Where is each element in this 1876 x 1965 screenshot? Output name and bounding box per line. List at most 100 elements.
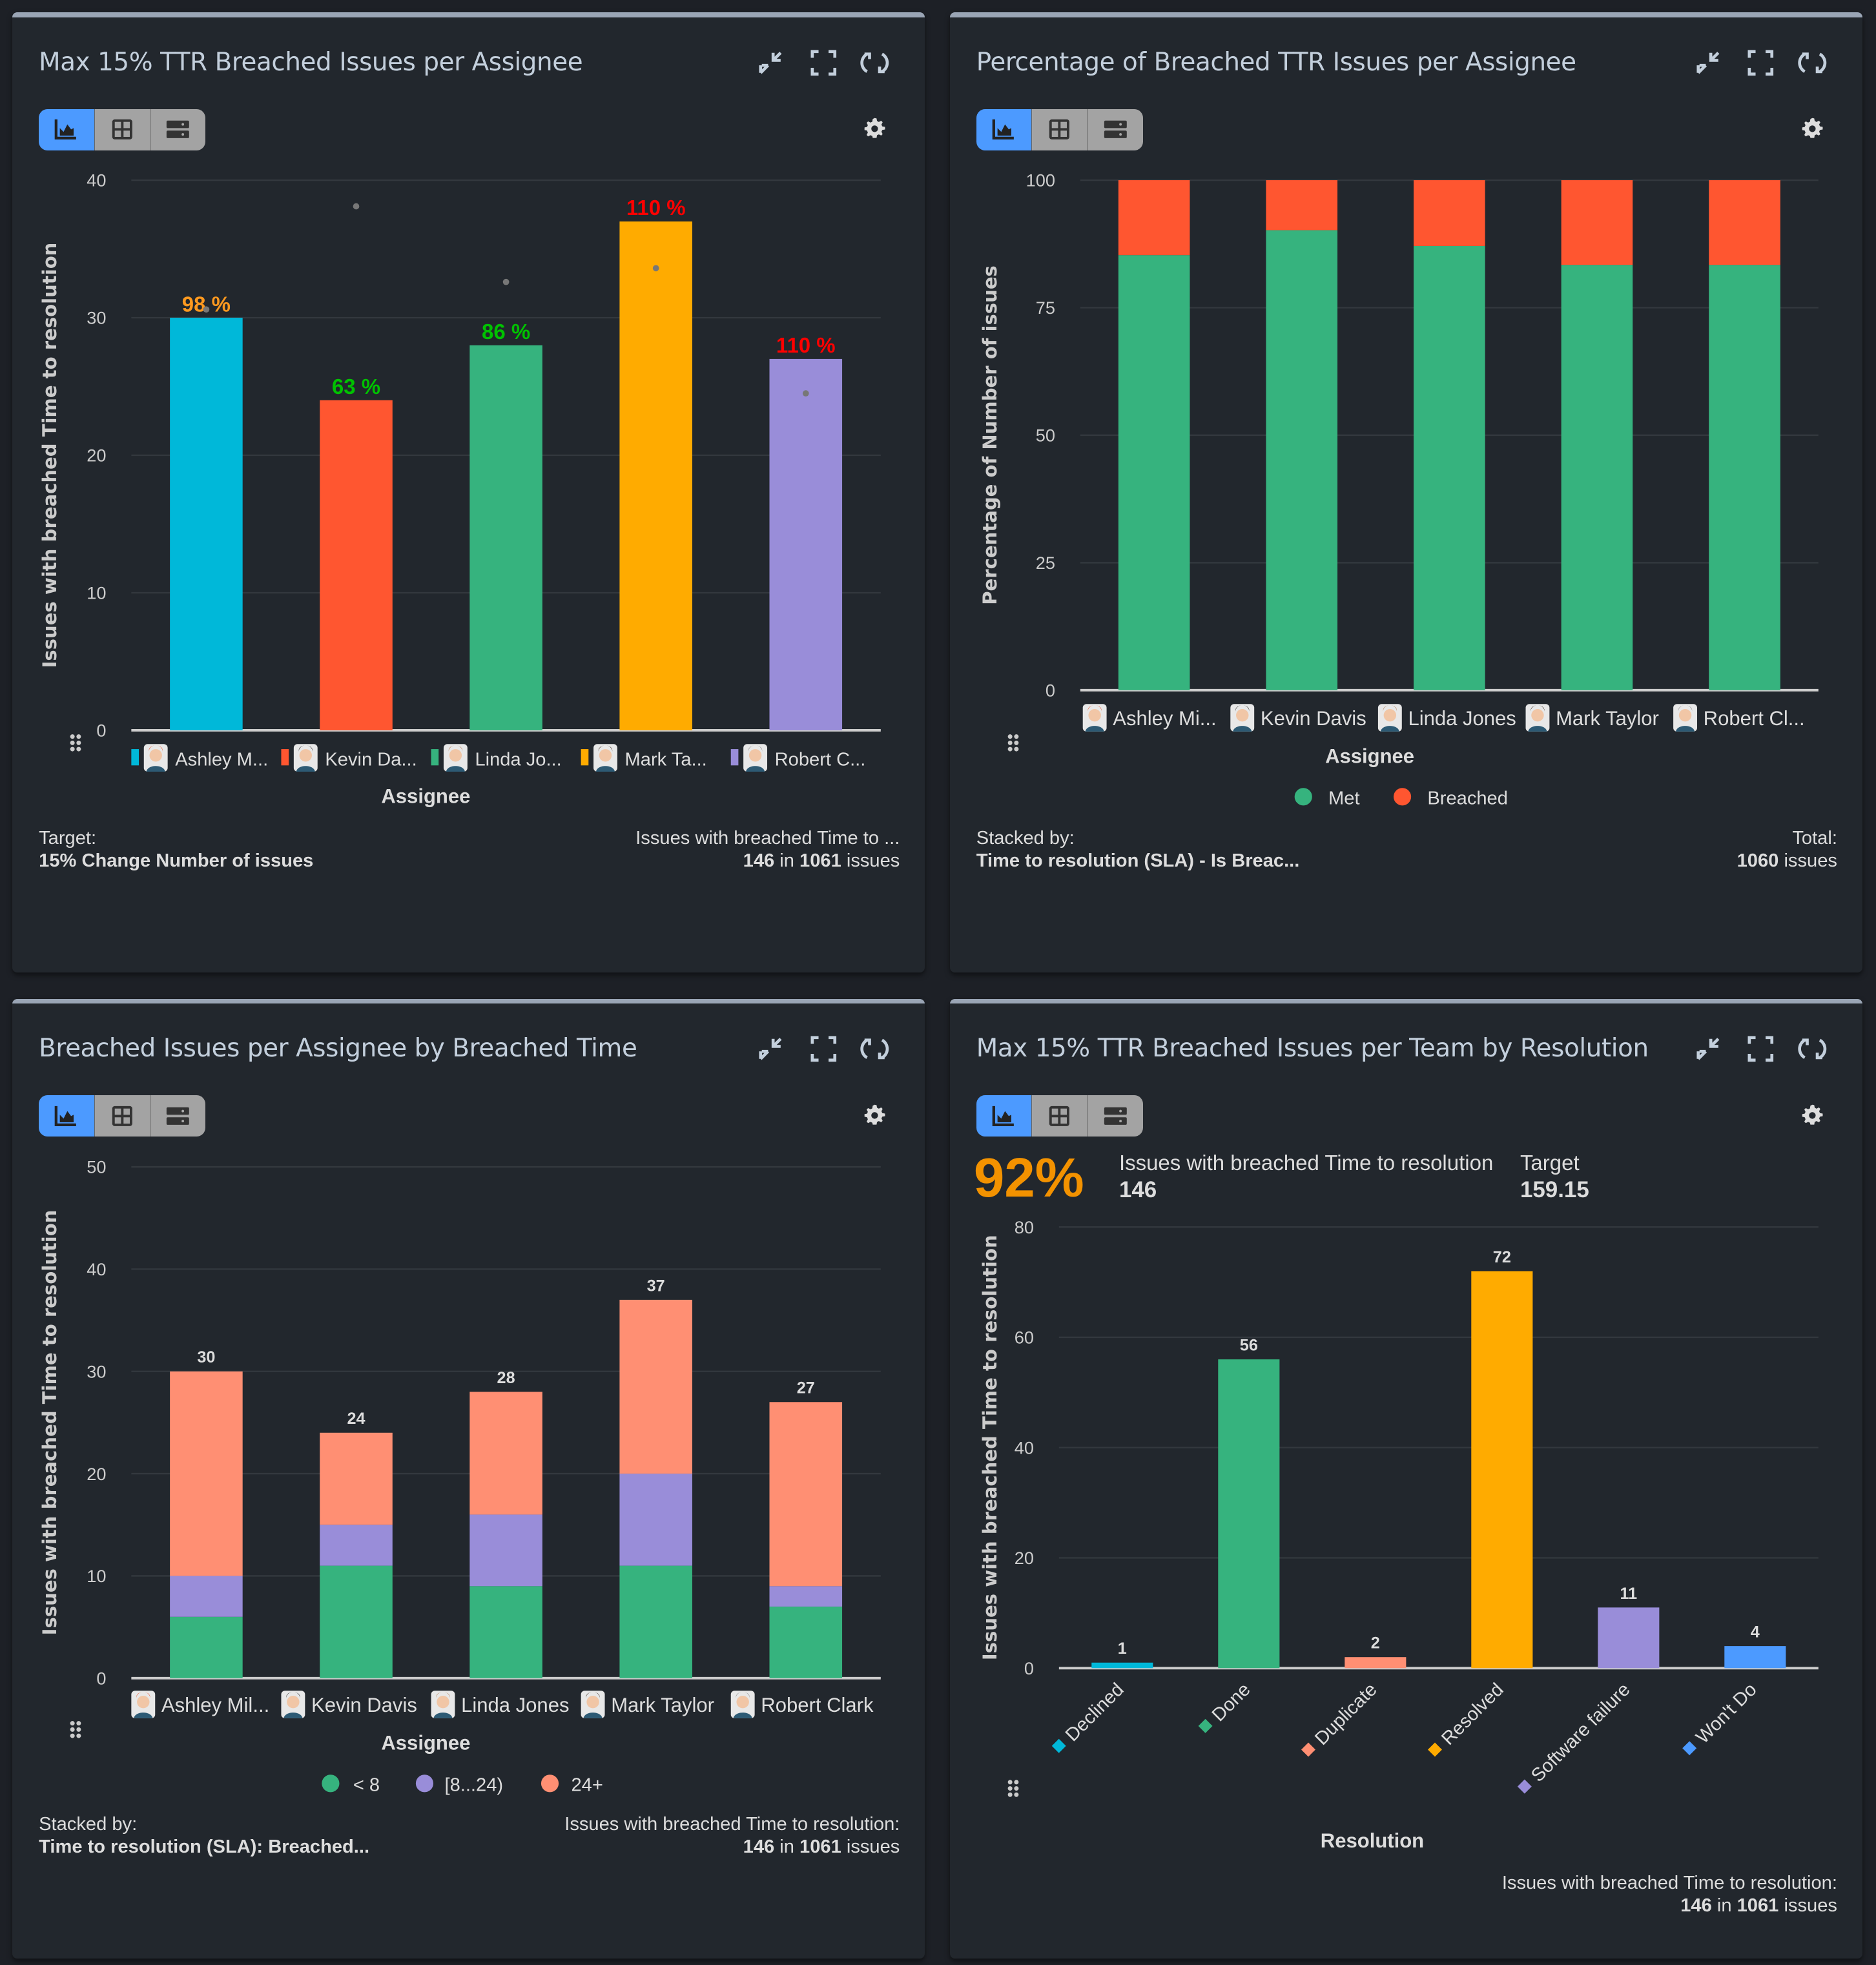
total-label: 24 bbox=[347, 1410, 366, 1428]
footer-left-label: Target: bbox=[39, 827, 97, 849]
panel-drag-bar[interactable] bbox=[12, 998, 925, 1004]
avatar-face bbox=[137, 1695, 150, 1709]
avatar bbox=[581, 1690, 605, 1718]
legend-item[interactable]: [8...24) bbox=[416, 1774, 503, 1795]
refresh-icon[interactable] bbox=[860, 1034, 890, 1064]
data-label: 11 bbox=[1620, 1584, 1637, 1602]
bar bbox=[1724, 1645, 1786, 1668]
issues-unit: issues bbox=[1784, 850, 1837, 871]
avatar-face bbox=[449, 749, 462, 762]
avatar-face bbox=[149, 749, 163, 762]
issue-count: 146 bbox=[743, 850, 775, 871]
list-view-button[interactable] bbox=[149, 1095, 206, 1137]
y-axis-title: Issues with breached Time to resolution bbox=[979, 1235, 1001, 1660]
avatar-body bbox=[746, 766, 765, 772]
list-icon bbox=[1104, 121, 1127, 139]
y-tick-label: 60 bbox=[1015, 1327, 1034, 1347]
issue-total: 1061 bbox=[1737, 1895, 1779, 1917]
collapse-icon[interactable] bbox=[756, 1034, 786, 1064]
avatar-face bbox=[749, 749, 762, 762]
legend-item[interactable]: < 8 bbox=[322, 1774, 380, 1795]
kpi-issues: Issues with breached Time to resolution 1… bbox=[1119, 1149, 1493, 1204]
footer-left: Target: 15% Change Number of issues bbox=[39, 827, 313, 872]
footer-right-value: 146 in 1061 issues bbox=[1502, 1895, 1837, 1917]
drag-dot bbox=[1007, 746, 1013, 752]
x-axis-title: Assignee bbox=[382, 785, 471, 808]
table-view-button[interactable] bbox=[94, 1095, 150, 1137]
avatar bbox=[144, 744, 169, 772]
chart-view-button[interactable] bbox=[39, 1095, 94, 1137]
avatar-body bbox=[596, 766, 615, 772]
fullscreen-icon[interactable] bbox=[1746, 1034, 1776, 1064]
y-axis-title: Issues with breached Time to resolution bbox=[39, 1209, 61, 1635]
list-view-button[interactable] bbox=[1087, 1095, 1143, 1137]
drag-dot bbox=[70, 1727, 76, 1732]
chart-view-button[interactable] bbox=[976, 1095, 1032, 1137]
footer-left-value: 15% Change Number of issues bbox=[39, 850, 314, 871]
avatar-body bbox=[446, 766, 466, 772]
gear-icon[interactable] bbox=[1800, 116, 1825, 141]
drag-dot bbox=[70, 734, 76, 739]
drag-handle-icon[interactable] bbox=[1007, 1780, 1019, 1797]
fullscreen-icon[interactable] bbox=[809, 48, 839, 78]
refresh-icon[interactable] bbox=[1797, 1034, 1828, 1064]
panel-1: Max 15% TTR Breached Issues per Assignee… bbox=[12, 12, 925, 972]
collapse-icon[interactable] bbox=[1693, 48, 1724, 78]
avatar-body bbox=[283, 1712, 303, 1718]
gear-icon[interactable] bbox=[862, 1103, 887, 1128]
chart-icon bbox=[992, 119, 1014, 140]
legend-item[interactable]: Breached bbox=[1393, 788, 1508, 809]
legend-item[interactable]: Met bbox=[1294, 788, 1360, 809]
category-label: Kevin Davis bbox=[1261, 708, 1366, 730]
list-view-button[interactable] bbox=[149, 108, 206, 150]
data-label: 1 bbox=[1118, 1640, 1127, 1658]
avatar-body bbox=[296, 766, 316, 772]
refresh-icon[interactable] bbox=[860, 48, 890, 78]
collapse-icon[interactable] bbox=[1693, 1034, 1724, 1064]
avatar bbox=[131, 1690, 156, 1718]
drag-dot bbox=[1007, 1780, 1013, 1785]
y-axis-title: Issues with breached Time to resolution bbox=[39, 243, 61, 668]
x-axis-title: Assignee bbox=[382, 1731, 471, 1754]
fullscreen-icon[interactable] bbox=[1746, 48, 1776, 78]
chart-view-button[interactable] bbox=[976, 108, 1032, 150]
y-tick-label: 10 bbox=[87, 1566, 107, 1586]
bar-segment bbox=[1118, 255, 1190, 691]
y-tick-label: 40 bbox=[87, 170, 107, 190]
kpi-percent: 92% bbox=[973, 1147, 1084, 1209]
chart-icon bbox=[55, 119, 77, 140]
chart-view-button[interactable] bbox=[39, 108, 94, 150]
grid-icon bbox=[112, 119, 132, 140]
table-view-button[interactable] bbox=[1031, 108, 1087, 150]
drag-handle-icon[interactable] bbox=[70, 734, 81, 752]
fullscreen-icon[interactable] bbox=[809, 1034, 839, 1064]
panel-drag-bar[interactable] bbox=[949, 998, 1862, 1004]
drag-handle-icon[interactable] bbox=[1007, 734, 1019, 752]
avatar bbox=[281, 1690, 305, 1718]
footer-right: Issues with breached Time to resolution:… bbox=[564, 1813, 900, 1858]
table-view-button[interactable] bbox=[1031, 1095, 1087, 1137]
refresh-icon[interactable] bbox=[1797, 48, 1828, 78]
issue-count: 146 bbox=[743, 1836, 775, 1857]
collapse-icon[interactable] bbox=[756, 48, 786, 78]
gear-icon[interactable] bbox=[1800, 1103, 1825, 1128]
issue-count: 1060 bbox=[1737, 850, 1779, 871]
bar-segment bbox=[769, 1585, 843, 1607]
panel-drag-bar[interactable] bbox=[949, 12, 1862, 18]
legend-item[interactable]: 24+ bbox=[541, 1774, 603, 1795]
panel-drag-bar[interactable] bbox=[12, 12, 925, 18]
chart-icon bbox=[992, 1106, 1014, 1126]
footer-right-label: Total: bbox=[1792, 827, 1837, 849]
drag-dot bbox=[70, 746, 76, 752]
x-axis-title: Assignee bbox=[1325, 745, 1414, 768]
list-view-button[interactable] bbox=[1087, 108, 1143, 150]
table-view-button[interactable] bbox=[94, 108, 150, 150]
bar-segment bbox=[769, 1606, 843, 1678]
drag-handle-icon[interactable] bbox=[70, 1720, 81, 1738]
gear-icon[interactable] bbox=[862, 116, 887, 141]
avatar bbox=[743, 744, 768, 772]
footer-right-value: 1060 issues bbox=[1737, 850, 1837, 872]
bar bbox=[1218, 1359, 1280, 1668]
category-label: Won't Do bbox=[1692, 1679, 1760, 1747]
panel-3: Breached Issues per Assignee by Breached… bbox=[12, 998, 925, 1959]
